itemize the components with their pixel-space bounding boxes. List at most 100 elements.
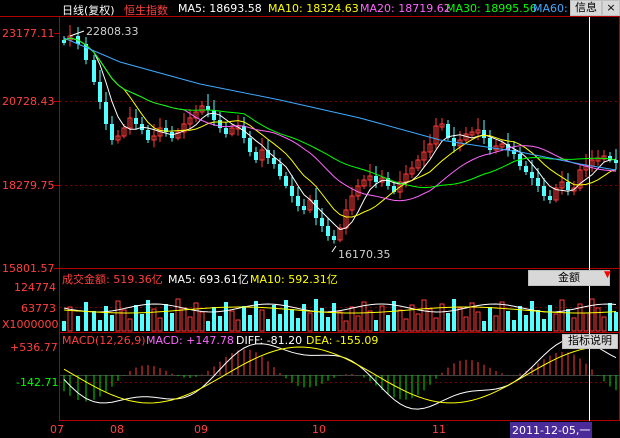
candle-up	[427, 143, 433, 153]
volume-bar-up	[577, 303, 583, 332]
volume-bar-down	[266, 319, 270, 331]
month-label-10: 10	[312, 423, 326, 436]
volume-title: 成交金额: 519.36亿	[62, 273, 163, 286]
volume-bar-up	[187, 316, 193, 332]
volume-bar-down	[452, 299, 456, 331]
period-label[interactable]: 日线(复权)	[62, 4, 115, 17]
candle-down	[542, 186, 546, 196]
candle-down	[104, 102, 108, 124]
volume-bar-up	[499, 301, 505, 332]
high-price-label: 22808.33	[86, 25, 139, 38]
volume-bar-down	[98, 320, 102, 331]
month-label-09: 09	[194, 423, 208, 436]
volume-bar-down	[608, 303, 612, 331]
candle-down	[512, 150, 516, 154]
candle-up	[469, 131, 475, 136]
volume-bar-down	[614, 312, 618, 331]
cursor-date-label: 2011-12-05,一	[510, 422, 593, 438]
candle-down	[530, 172, 534, 178]
volume-bar-up	[181, 307, 187, 332]
candle-up	[127, 117, 133, 129]
diff-value: DIFF: -81.20	[236, 334, 303, 347]
volume-selector-label: 金额	[558, 271, 580, 284]
candle-down	[206, 106, 210, 110]
volume-bar-up	[193, 302, 199, 332]
candle-down	[98, 82, 102, 102]
candle-down	[614, 160, 618, 163]
volume-bar-down	[320, 308, 324, 331]
volume-bar-down	[374, 320, 378, 331]
candle-up	[115, 135, 121, 141]
volume-ma-lines	[63, 303, 617, 314]
candle-down	[110, 124, 114, 140]
moving-average-lines	[63, 37, 617, 231]
candle-up	[337, 227, 343, 241]
candle-down	[164, 128, 168, 132]
volume-selector[interactable]: 金额	[528, 270, 610, 286]
candle-up	[577, 169, 583, 189]
candle-down	[92, 60, 96, 82]
ma30-value: MA30: 18995.56	[446, 2, 537, 15]
price-axis-label-2: 20728.43	[2, 95, 55, 108]
volume-bar-up	[349, 306, 355, 332]
volume-bar-down	[278, 314, 282, 331]
volume-axis-label-1: 124774	[14, 281, 56, 294]
info-button[interactable]: 信息	[570, 0, 602, 16]
volume-bar-down	[170, 313, 174, 331]
volume-bar-down	[518, 306, 522, 331]
month-label-11: 11	[432, 423, 446, 436]
volume-ma5-line	[63, 303, 617, 313]
volume-ma10-line	[63, 306, 617, 314]
volume-bar-down	[218, 316, 222, 331]
volume-bar-down	[146, 300, 150, 331]
ma5-line	[63, 37, 617, 231]
candle-down	[566, 182, 570, 190]
volume-bar-up	[421, 299, 427, 332]
volume-bar-up	[433, 317, 439, 332]
volume-bar-down	[134, 305, 138, 331]
candlesticks	[62, 25, 618, 244]
volume-axis-label-2: 63773	[21, 302, 56, 315]
volume-bar-up	[469, 302, 475, 332]
candle-up	[187, 117, 193, 125]
price-axis-label-1: 23177.11	[2, 27, 55, 40]
volume-bar-down	[272, 305, 276, 331]
indicator-help-button[interactable]: 指标说明	[562, 334, 618, 349]
candle-up	[367, 175, 373, 181]
volume-bar-down	[506, 311, 510, 331]
candle-up	[181, 123, 187, 133]
candle-down	[332, 236, 336, 240]
volume-bar-down	[530, 301, 534, 331]
volume-bar-down	[290, 309, 294, 331]
candle-down	[242, 126, 246, 138]
volume-bar-up	[307, 312, 313, 332]
volume-bar-up	[415, 313, 421, 332]
volume-unit-label: X1000000	[2, 318, 59, 331]
volume-bar-up	[397, 309, 403, 332]
volume-bar-down	[392, 301, 396, 331]
candle-down	[446, 124, 450, 138]
candle-down	[134, 118, 138, 124]
volume-bar-down	[548, 305, 552, 331]
close-icon[interactable]: ×	[602, 0, 620, 16]
volume-bar-up	[259, 309, 265, 332]
diff-line	[63, 338, 617, 410]
candle-down	[248, 138, 252, 152]
chevron-down-icon[interactable]: ▼	[604, 270, 611, 280]
volume-bar-down	[92, 311, 96, 331]
volume-bar-up	[439, 303, 445, 332]
candle-down	[386, 178, 390, 186]
volume-bar-up	[127, 318, 133, 332]
candle-down	[254, 152, 258, 160]
volume-bar-down	[536, 310, 540, 331]
macd-axis-label-1: +536.77	[10, 341, 58, 354]
candle-down	[326, 226, 330, 236]
high-pointer	[69, 30, 85, 37]
volume-bar-down	[302, 304, 306, 331]
volume-ma10: MA10: 592.31亿	[250, 273, 338, 286]
volume-bar-down	[242, 306, 246, 331]
low-pointer	[331, 245, 337, 253]
volume-bar-up	[571, 317, 577, 332]
candle-down	[212, 110, 216, 120]
